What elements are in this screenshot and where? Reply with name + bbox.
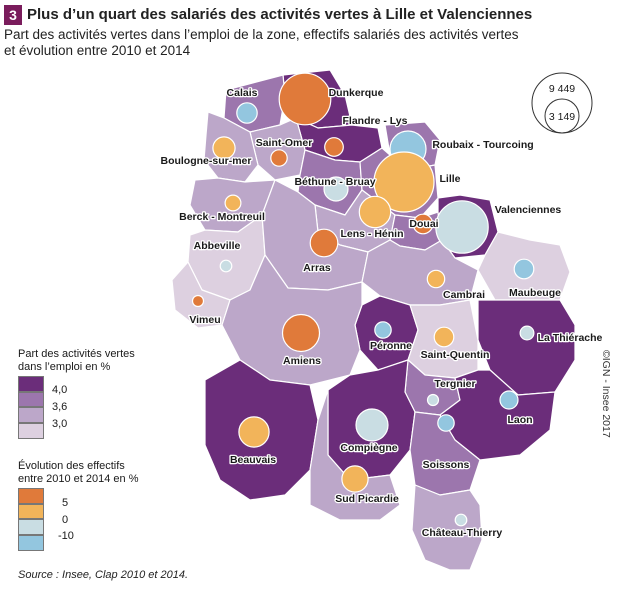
label-cambrai: Cambrai [443,289,485,301]
bubble-soissons [437,414,455,432]
share-break-2: 3,6 [52,401,68,413]
credit-note: ©IGN - Insee 2017 [600,350,612,438]
label-arras: Arras [303,262,331,274]
bubble-dunkerque [278,72,332,126]
evolution-legend-title-line-1: Évolution des effectifs [18,460,125,472]
figure-number: 3 [4,5,22,25]
label-valenciennes: Valenciennes [495,204,562,216]
bubble-douai [412,213,434,235]
bubble-sud-picardie [341,465,369,493]
figure-title-row: 3 Plus d’un quart des salariés des activ… [4,5,632,27]
label-amiens: Amiens [283,355,321,367]
label-soissons: Soissons [423,459,470,471]
subtitle-line-1: Part des activités vertes dans l’emploi … [4,27,519,42]
label-maubeuge: Maubeuge [509,287,561,299]
bubble-saint-omer [270,149,288,167]
size-legend-small-value: 3 149 [549,111,575,123]
bubble-la-thierache [519,325,535,341]
source-note: Source : Insee, Clap 2010 et 2014. [18,569,189,581]
bubble-maubeuge [513,258,535,280]
label-douai: Douai [409,218,438,230]
subtitle-line-2: et évolution entre 2010 et 2014 [4,43,191,58]
label-lens-henin: Lens - Hénin [340,228,403,240]
evolution-swatch-1 [18,488,44,504]
label-la-thierache: La Thiérache [538,332,603,344]
share-legend-title: Part des activités vertes dans l’emploi … [18,348,135,374]
bubble-arras [309,228,339,258]
evolution-break-3: -10 [58,530,74,542]
label-calais: Calais [227,87,258,99]
share-swatch-3 [18,407,44,423]
share-legend-title-line-1: Part des activités vertes [18,348,135,360]
evolution-break-2: 0 [62,514,69,526]
bubble-cambrai [426,269,446,289]
evolution-legend-title: Évolution des effectifs entre 2010 et 20… [18,460,138,486]
label-sud-picardie: Sud Picardie [335,493,399,505]
size-legend-small-circle [544,98,580,134]
label-dunkerque: Dunkerque [329,87,384,99]
bubble-valenciennes [435,200,489,254]
bubble-laon [499,390,519,410]
share-legend-title-line-2: dans l’emploi en % [18,361,111,373]
evolution-swatch-3 [18,519,44,535]
label-beauvais: Beauvais [230,454,276,466]
label-berck-montreuil: Berck - Montreuil [179,211,265,223]
bubble-saint-quentin [433,326,455,348]
bubble-chateau-thierry [454,513,468,527]
label-saint-omer: Saint-Omer [256,137,313,149]
label-chateau-thierry: Château-Thierry [422,527,503,539]
bubble-vimeu [191,294,205,308]
share-break-3: 3,0 [52,418,68,430]
bubble-abbeville [219,259,233,273]
bubble-peronne [374,321,392,339]
bubble-amiens [281,313,321,353]
bubble-lens-henin [358,195,392,229]
label-abbeville: Abbeville [194,240,241,252]
evolution-break-1: 5 [62,497,69,509]
zone-la-thierache [477,299,576,396]
share-swatch-2 [18,392,44,407]
label-bethune-bruay: Béthune - Bruay [294,176,375,188]
figure-subtitle: Part des activités vertes dans l’emploi … [4,27,604,59]
bubble-tergnier [426,393,440,407]
share-swatch-4 [18,423,44,439]
zone-laon [439,369,556,461]
bubble-lille [373,151,435,213]
share-break-1: 4,0 [52,384,68,396]
bubble-bethune-bruay [323,176,349,202]
size-legend-large-circle [531,72,593,134]
evolution-swatch-4 [18,535,44,551]
label-boulogne-sur-mer: Boulogne-sur-mer [160,155,251,167]
bubble-berck-montreuil [224,194,242,212]
bubble-compiegne [355,408,389,442]
label-roubaix-tourcoing: Roubaix - Tourcoing [432,139,533,151]
bubble-beauvais [238,416,270,448]
evolution-swatch-2 [18,504,44,519]
evolution-legend-title-line-2: entre 2010 et 2014 en % [18,473,139,485]
size-legend-large-value: 9 449 [549,83,575,95]
zone-sud-picardie [309,389,401,521]
share-swatch-1 [18,376,44,392]
zone-chateau-thierry [411,484,483,571]
label-laon: Laon [507,414,532,426]
label-saint-quentin: Saint-Quentin [421,349,490,361]
label-lille: Lille [439,173,460,185]
size-legend: 9 449 3 149 [531,72,593,134]
label-compiegne: Compiègne [340,442,397,454]
bubbles-layer [191,72,535,527]
labels-layer: Dunkerque Calais Flandre - Lys Roubaix - To… [159,86,604,541]
bubble-calais [236,102,258,124]
label-vimeu: Vimeu [189,314,220,326]
label-flandre-lys: Flandre - Lys [343,115,408,127]
bubble-boulogne-sur-mer [212,136,236,160]
label-peronne: Péronne [370,340,412,352]
figure-title: Plus d’un quart des salariés des activit… [27,6,533,23]
bubble-flandre-lys [324,137,344,157]
label-tergnier: Tergnier [434,378,475,390]
